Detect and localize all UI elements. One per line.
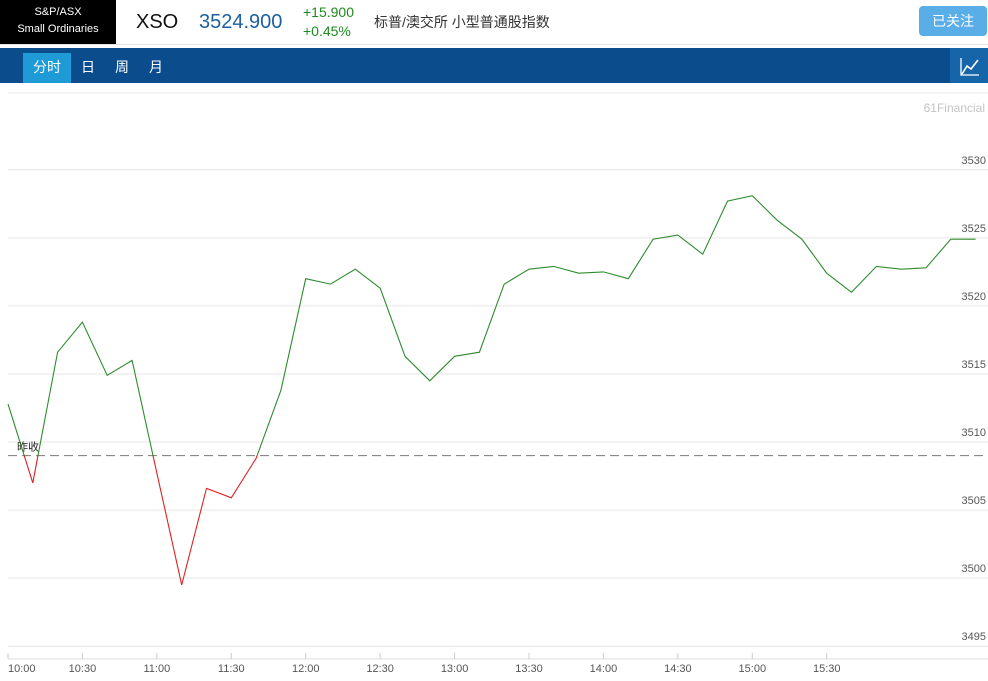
- index-name: 标普/澳交所 小型普通股指数: [374, 14, 550, 30]
- y-tick-label: 3525: [962, 223, 986, 235]
- badge-line: S&P/ASX: [34, 6, 82, 18]
- x-tick-label: 11:00: [144, 663, 171, 675]
- chart: 61Financial 3495 3500 3505 3510 3515 3520 3525…: [7, 92, 988, 675]
- follow-button[interactable]: 已关注: [919, 6, 987, 36]
- chart-icon[interactable]: [950, 48, 988, 83]
- y-tick-label: 3515: [962, 359, 986, 371]
- x-tick-label: 13:00: [441, 663, 469, 675]
- price-line: [7, 195, 976, 586]
- tab[interactable]: 周: [115, 59, 129, 75]
- tab[interactable]: 分时: [23, 53, 71, 83]
- y-tick-label: 3500: [962, 563, 986, 575]
- watermark: 61Financial: [924, 101, 985, 115]
- x-tick-label: 10:30: [69, 663, 97, 675]
- x-tick-label: 15:00: [739, 663, 767, 675]
- tab[interactable]: 月: [149, 59, 163, 75]
- x-tick-label: 14:00: [590, 663, 618, 675]
- x-tick-label: 12:00: [292, 663, 320, 675]
- index-badge: S&P/ASX Small Ordinaries: [0, 0, 116, 44]
- y-tick-label: 3495: [962, 631, 986, 643]
- y-tick-label: 3520: [962, 291, 986, 303]
- change-pct: +0.45%: [303, 23, 351, 39]
- y-tick-label: 3505: [962, 495, 986, 507]
- x-tick-label: 15:30: [813, 663, 841, 675]
- x-tick-label: 13:30: [515, 663, 543, 675]
- x-tick-label: 14:30: [664, 663, 692, 675]
- badge-line: Small Ordinaries: [17, 23, 99, 35]
- symbol: XSO: [136, 11, 179, 33]
- change-abs: +15.900: [303, 4, 354, 20]
- tab-bar: 分时 日 周 月: [0, 48, 988, 83]
- x-tick-label: 12:30: [366, 663, 394, 675]
- tab[interactable]: 日: [81, 59, 95, 75]
- x-tick-label: 10:00: [8, 663, 36, 675]
- x-tick-label: 11:30: [218, 663, 245, 675]
- change: +15.900 +0.45%: [303, 3, 354, 41]
- header: S&P/ASX Small Ordinaries XSO 3524.900 +15…: [0, 0, 988, 45]
- price: 3524.900: [199, 11, 283, 33]
- y-tick-label: 3530: [962, 155, 986, 167]
- y-tick-label: 3510: [962, 427, 986, 439]
